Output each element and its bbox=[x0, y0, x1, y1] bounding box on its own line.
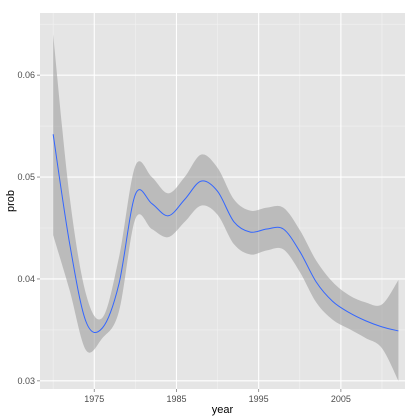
y-tick-label: 0.06 bbox=[17, 70, 35, 80]
x-axis-title: year bbox=[212, 404, 234, 416]
y-tick-label: 0.04 bbox=[17, 274, 35, 284]
y-axis-title: prob bbox=[5, 190, 17, 212]
x-tick-label: 1995 bbox=[249, 394, 269, 404]
y-axis: 0.03 0.04 0.05 0.06 bbox=[17, 70, 40, 386]
smoothed-line bbox=[52, 134, 399, 333]
x-tick-label: 1985 bbox=[166, 394, 186, 404]
y-tick-label: 0.05 bbox=[17, 172, 35, 182]
x-axis: 1975 1985 1995 2005 bbox=[84, 389, 351, 404]
x-tick-label: 2005 bbox=[331, 394, 351, 404]
x-tick-label: 1975 bbox=[84, 394, 104, 404]
y-tick-label: 0.03 bbox=[17, 376, 35, 386]
